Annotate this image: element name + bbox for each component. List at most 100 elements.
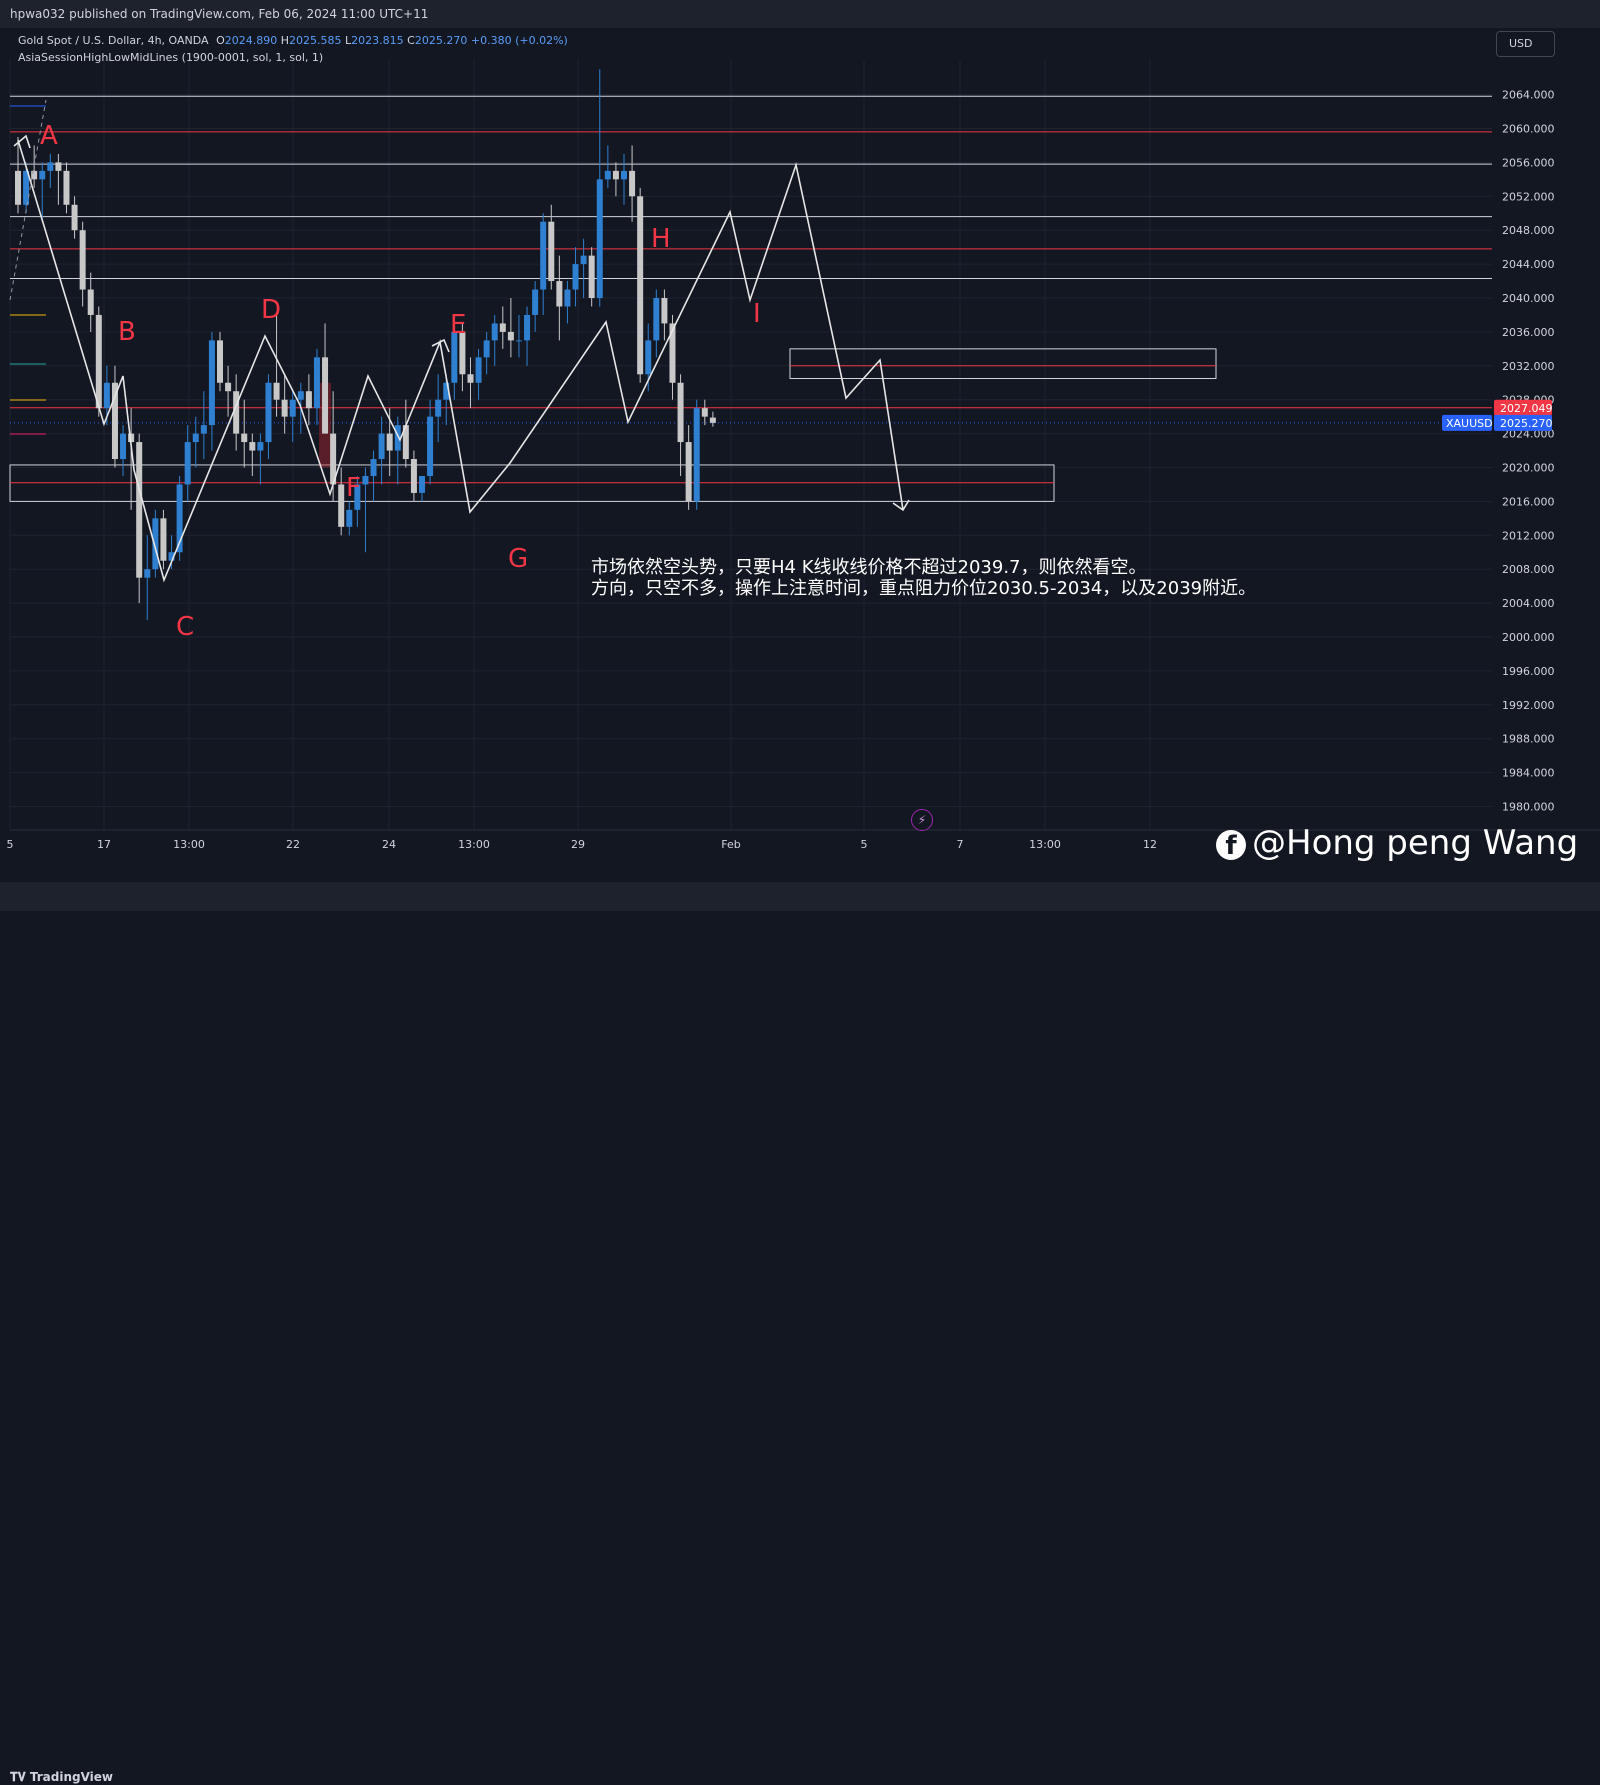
candle-body xyxy=(314,357,320,408)
watermark-text: @Hong peng Wang xyxy=(1252,823,1578,863)
candle-body xyxy=(265,383,271,442)
candle-body xyxy=(597,179,603,298)
time-tick: 29 xyxy=(571,838,585,851)
price-tick: 1996.000 xyxy=(1502,665,1555,678)
candle-body xyxy=(201,425,207,433)
candle-body xyxy=(47,162,53,170)
symbol-legend[interactable]: Gold Spot / U.S. Dollar, 4h, OANDA O2024… xyxy=(18,34,568,47)
wave-arrow xyxy=(14,136,30,148)
candle-body xyxy=(484,340,490,357)
candle-body xyxy=(564,290,570,307)
candle-body xyxy=(209,340,215,425)
candle-body xyxy=(613,171,619,179)
symbol-name[interactable]: Gold Spot / U.S. Dollar, 4h, OANDA xyxy=(18,34,209,47)
candle-body xyxy=(524,315,530,340)
candle-body xyxy=(39,171,45,179)
price-tick: 2016.000 xyxy=(1502,495,1555,508)
time-tick: 13:00 xyxy=(173,838,205,851)
candle-body xyxy=(322,357,328,433)
analysis-note: 市场依然空头势，只要H4 K线收线价格不超过2039.7，则依然看空。 方向，只… xyxy=(591,557,1256,599)
price-tick: 2044.000 xyxy=(1502,258,1555,271)
candle-body xyxy=(548,222,554,281)
time-tick: Feb xyxy=(721,838,740,851)
candle-body xyxy=(435,400,441,417)
candle-body xyxy=(15,171,21,205)
close-value: 2025.270 xyxy=(415,34,468,47)
candle-body xyxy=(249,442,255,450)
candle-body xyxy=(395,425,401,450)
candle-body xyxy=(144,569,150,577)
candle-body xyxy=(476,357,482,382)
wave-label-f: F xyxy=(346,473,361,503)
time-tick: 22 xyxy=(286,838,300,851)
candle-body xyxy=(217,340,223,382)
tradingview-logo[interactable]: 𝐓𝐕 TradingView xyxy=(10,1770,113,1785)
candle-body xyxy=(702,408,708,416)
price-tick: 1992.000 xyxy=(1502,699,1555,712)
candle-body xyxy=(379,434,385,459)
candle-body xyxy=(290,400,296,417)
lightning-icon[interactable]: ⚡ xyxy=(911,809,933,831)
wave-label-h: H xyxy=(651,224,671,254)
price-tick: 2012.000 xyxy=(1502,529,1555,542)
candle-body xyxy=(136,442,142,578)
price-tick: 2060.000 xyxy=(1502,123,1555,136)
footer-brand: TradingView xyxy=(30,1770,113,1784)
candle-body xyxy=(467,374,473,382)
candle-body xyxy=(573,264,579,289)
candle-body xyxy=(605,171,611,179)
candle-body xyxy=(411,459,417,493)
wave-label-i: I xyxy=(753,299,761,329)
candle-body xyxy=(500,323,506,331)
candle-body xyxy=(338,484,344,526)
candle-body xyxy=(678,383,684,442)
author-watermark: f@Hong peng Wang xyxy=(1216,823,1578,863)
change-value: +0.380 (+0.02%) xyxy=(471,34,568,47)
open-label: O xyxy=(216,34,225,47)
candle-body xyxy=(556,281,562,306)
indicator-legend[interactable]: AsiaSessionHighLowMidLines (1900-0001, s… xyxy=(18,51,323,64)
price-tick: 1984.000 xyxy=(1502,767,1555,780)
time-tick: 24 xyxy=(382,838,396,851)
tradingview-icon: 𝐓𝐕 xyxy=(10,1770,30,1784)
price-tick: 2032.000 xyxy=(1502,360,1555,373)
candle-body xyxy=(661,298,667,323)
candle-body xyxy=(589,256,595,298)
candle-body xyxy=(686,442,692,501)
price-tick: 2064.000 xyxy=(1502,89,1555,102)
price-tick: 2056.000 xyxy=(1502,156,1555,169)
candle-body xyxy=(710,418,716,423)
analysis-line-1: 市场依然空头势，只要H4 K线收线价格不超过2039.7，则依然看空。 xyxy=(591,557,1256,578)
wave-label-g: G xyxy=(508,544,528,574)
candle-body xyxy=(185,442,191,484)
footer-bar: 𝐓𝐕 TradingView xyxy=(0,882,1600,911)
currency-button[interactable]: USD xyxy=(1496,31,1555,57)
time-tick: 5 xyxy=(861,838,868,851)
candle-body xyxy=(508,332,514,340)
price-tick: 2040.000 xyxy=(1502,292,1555,305)
price-tick: 2008.000 xyxy=(1502,563,1555,576)
candle-body xyxy=(637,196,643,374)
wave-label-e: E xyxy=(450,310,466,340)
candle-body xyxy=(645,340,651,374)
last-price-value: 2025.270 xyxy=(1500,417,1553,430)
time-tick: 13:00 xyxy=(458,838,490,851)
price-tick: 1980.000 xyxy=(1502,801,1555,814)
candle-body xyxy=(629,171,635,196)
high-value: 2025.585 xyxy=(289,34,342,47)
candle-body xyxy=(371,459,377,476)
price-tick: 2020.000 xyxy=(1502,462,1555,475)
price-tick: 2036.000 xyxy=(1502,326,1555,339)
candle-body xyxy=(427,417,433,476)
zone-box xyxy=(790,349,1216,379)
time-tick: 13:00 xyxy=(1029,838,1061,851)
supply-demand-zones xyxy=(10,349,1216,502)
low-value: 2023.815 xyxy=(351,34,404,47)
candle-body xyxy=(532,290,538,315)
close-label: C xyxy=(407,34,415,47)
candle-body xyxy=(653,298,659,340)
price-tick: 2048.000 xyxy=(1502,224,1555,237)
candle-body xyxy=(88,290,94,315)
